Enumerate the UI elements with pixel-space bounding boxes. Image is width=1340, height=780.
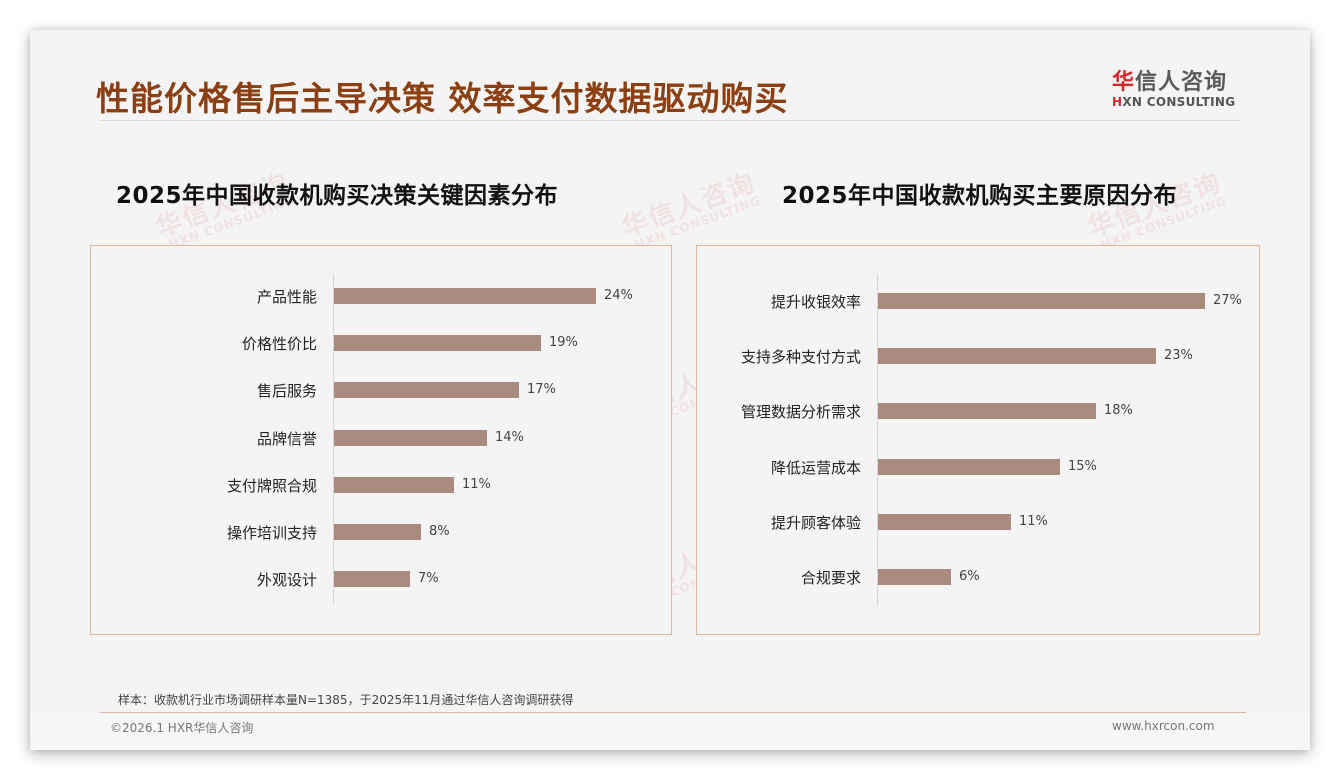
bar-label: 支付牌照合规	[226, 476, 317, 495]
bar-value-label: 23%	[1164, 348, 1193, 364]
bar	[878, 348, 1156, 365]
slide: 华信人咨询 HXN CONSULTING 华信人咨询 HXN CONSULTING 华信…	[30, 30, 1310, 750]
logo-chinese: 华信人咨询	[1112, 64, 1242, 96]
bar	[334, 335, 541, 352]
bar-label: 合规要求	[800, 569, 861, 587]
bar-label: 品牌信誉	[256, 429, 317, 448]
bar-value-label: 8%	[429, 524, 450, 539]
bar-value-label: 11%	[462, 476, 491, 492]
bar-value-label: 17%	[527, 382, 556, 398]
watermark-cn: 华信人咨询	[618, 167, 760, 244]
website-link[interactable]: www.hxrcon.com	[1112, 719, 1215, 733]
bar-label: 管理数据分析需求	[740, 403, 861, 422]
bar	[878, 403, 1096, 420]
right-chart-axis	[877, 274, 878, 606]
bar-row: 价格性价比 19%	[91, 335, 671, 354]
bar-row: 管理数据分析需求 18%	[697, 403, 1259, 422]
bar-row: 降低运营成本 15%	[697, 458, 1259, 477]
logo-mark: 华	[1112, 70, 1136, 95]
bar-value-label: 7%	[418, 571, 439, 587]
bar-label: 价格性价比	[241, 335, 317, 354]
right-chart: 提升收银效率 27% 支持多种支付方式 23% 管理数据分析需求 18% 降低运营成本 15%…	[696, 245, 1260, 635]
watermark-en: HXN CONSULTING	[632, 193, 763, 253]
bar-label: 提升顾客体验	[770, 513, 861, 532]
bar	[878, 293, 1205, 309]
bar-row: 提升顾客体验 11%	[697, 513, 1259, 532]
bar	[334, 288, 596, 304]
bar-value-label: 24%	[604, 288, 633, 303]
bar-label: 售后服务	[256, 382, 317, 401]
bar	[334, 382, 519, 399]
bar	[334, 524, 421, 540]
bar	[878, 569, 951, 585]
right-chart-title: 2025年中国收款机购买主要原因分布	[782, 183, 1178, 209]
sample-footnote: 样本：收款机行业市场调研样本量N=1385，于2025年11月通过华信人咨询调研…	[118, 693, 574, 707]
bar-value-label: 15%	[1068, 458, 1097, 474]
bar-label: 支持多种支付方式	[740, 348, 861, 367]
logo-english: HXN CONSULTING	[1112, 95, 1242, 109]
bar-row: 操作培训支持 8%	[91, 524, 671, 542]
left-chart-title: 2025年中国收款机购买决策关键因素分布	[116, 183, 559, 209]
bar-row: 产品性能 24%	[91, 288, 671, 306]
bar-row: 支付牌照合规 11%	[91, 476, 671, 495]
logo-en-name: XN CONSULTING	[1122, 95, 1236, 109]
bar-value-label: 11%	[1019, 513, 1048, 529]
bar-label: 外观设计	[256, 571, 317, 590]
bar-row: 售后服务 17%	[91, 382, 671, 401]
bar-value-label: 27%	[1213, 293, 1242, 308]
logo-en-mark: H	[1112, 95, 1123, 109]
logo-name: 信人咨询	[1135, 70, 1228, 95]
copyright: ©2026.1 HXR华信人咨询	[110, 721, 254, 735]
left-chart-axis	[333, 274, 334, 604]
bar-label: 提升收银效率	[770, 293, 861, 311]
title-divider	[100, 120, 1240, 121]
bar	[334, 429, 487, 446]
bar-row: 品牌信誉 14%	[91, 429, 671, 448]
bar-value-label: 6%	[959, 569, 980, 584]
bar	[334, 571, 410, 588]
bar-value-label: 14%	[495, 429, 524, 445]
bar-row: 合规要求 6%	[697, 569, 1259, 587]
footer-divider	[100, 712, 1246, 713]
bar-row: 外观设计 7%	[91, 571, 671, 590]
bar	[334, 476, 454, 493]
bar-label: 操作培训支持	[226, 524, 317, 542]
bar	[878, 458, 1060, 475]
page-title: 性能价格售后主导决策 效率支付数据驱动购买	[96, 79, 789, 118]
left-chart: 产品性能 24% 价格性价比 19% 售后服务 17% 品牌信誉 14% 支付牌照合规 11% 操作…	[90, 245, 672, 635]
bar-value-label: 19%	[549, 335, 578, 351]
bar-row: 支持多种支付方式 23%	[697, 348, 1259, 367]
bar-value-label: 18%	[1104, 403, 1133, 419]
bar-row: 提升收银效率 27%	[697, 293, 1259, 311]
footer	[30, 713, 1310, 750]
bar-label: 产品性能	[256, 288, 317, 306]
company-logo: 华信人咨询 HXN CONSULTING	[1112, 64, 1242, 109]
bar	[878, 513, 1011, 530]
bar-label: 降低运营成本	[770, 458, 861, 477]
